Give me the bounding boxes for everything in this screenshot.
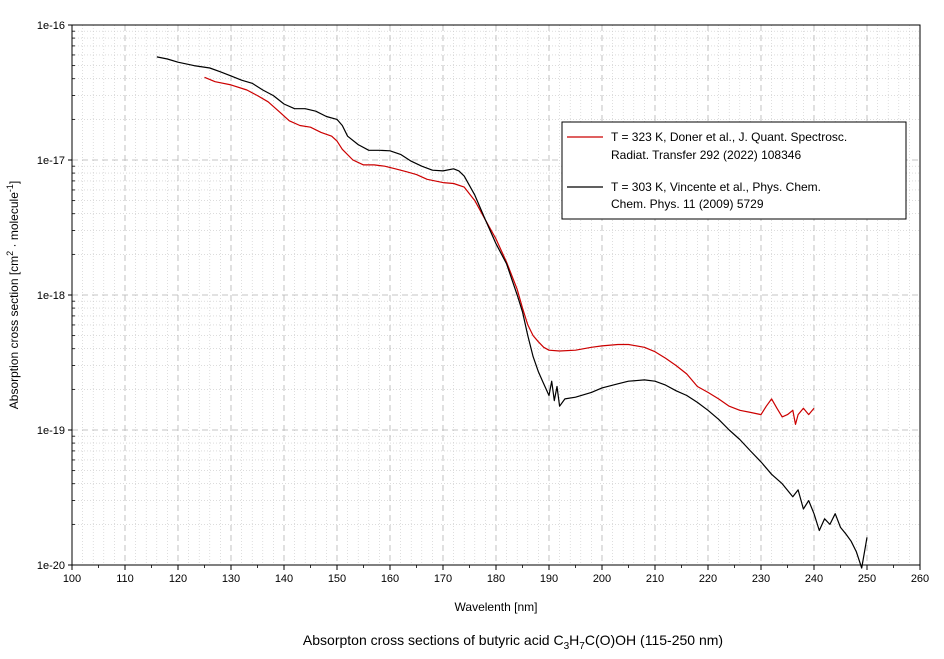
legend-label-doner-line2: Radiat. Transfer 292 (2022) 108346 <box>611 148 801 162</box>
x-tick-label: 190 <box>540 573 558 585</box>
x-tick-label: 160 <box>381 573 399 585</box>
y-axis-label: Absorption cross section [cm2 · molecule… <box>5 181 21 409</box>
x-tick-label: 230 <box>752 573 770 585</box>
series-group <box>156 56 868 569</box>
x-tick-label: 260 <box>911 573 929 585</box>
x-tick-label: 180 <box>487 573 505 585</box>
chart-title: Absorpton cross sections of butyric acid… <box>303 632 723 652</box>
major-grid <box>72 25 920 565</box>
x-tick-label: 110 <box>116 573 134 585</box>
x-tick-label: 100 <box>63 573 81 585</box>
x-tick-label: 250 <box>858 573 876 585</box>
legend: T = 323 K, Doner et al., J. Quant. Spect… <box>561 121 907 220</box>
x-tick-labels: 100 110 120 130 140 150 160 170 180 190 200 210 220 2… <box>63 573 929 585</box>
legend-label-vincente-line1: T = 303 K, Vincente et al., Phys. Chem. <box>611 180 821 194</box>
y-tick-label: 1e-19 <box>37 425 65 437</box>
x-axis-label: Wavelenth [nm] <box>455 600 538 614</box>
x-tick-label: 210 <box>646 573 664 585</box>
x-tick-label: 140 <box>275 573 293 585</box>
x-tick-label: 130 <box>222 573 240 585</box>
x-tick-label: 170 <box>434 573 452 585</box>
x-tick-label: 220 <box>699 573 717 585</box>
minor-grid <box>72 25 920 565</box>
series-line-vincente <box>156 56 868 569</box>
y-tick-label: 1e-18 <box>37 290 65 302</box>
x-tick-label: 240 <box>805 573 823 585</box>
y-tick-label: 1e-20 <box>37 560 65 572</box>
x-tick-label: 200 <box>593 573 611 585</box>
y-tick-labels: 1e-20 1e-19 1e-18 1e-17 1e-16 <box>37 20 65 572</box>
legend-label-vincente-line2: Chem. Phys. 11 (2009) 5729 <box>611 197 764 211</box>
x-tick-label: 120 <box>169 573 187 585</box>
legend-label-doner-line1: T = 323 K, Doner et al., J. Quant. Spect… <box>611 130 847 144</box>
series-line-doner <box>204 76 815 425</box>
y-tick-label: 1e-17 <box>37 155 65 167</box>
x-tick-label: 150 <box>328 573 346 585</box>
tick-marks <box>68 24 921 570</box>
y-tick-label: 1e-16 <box>37 20 65 32</box>
legend-box <box>561 121 907 220</box>
